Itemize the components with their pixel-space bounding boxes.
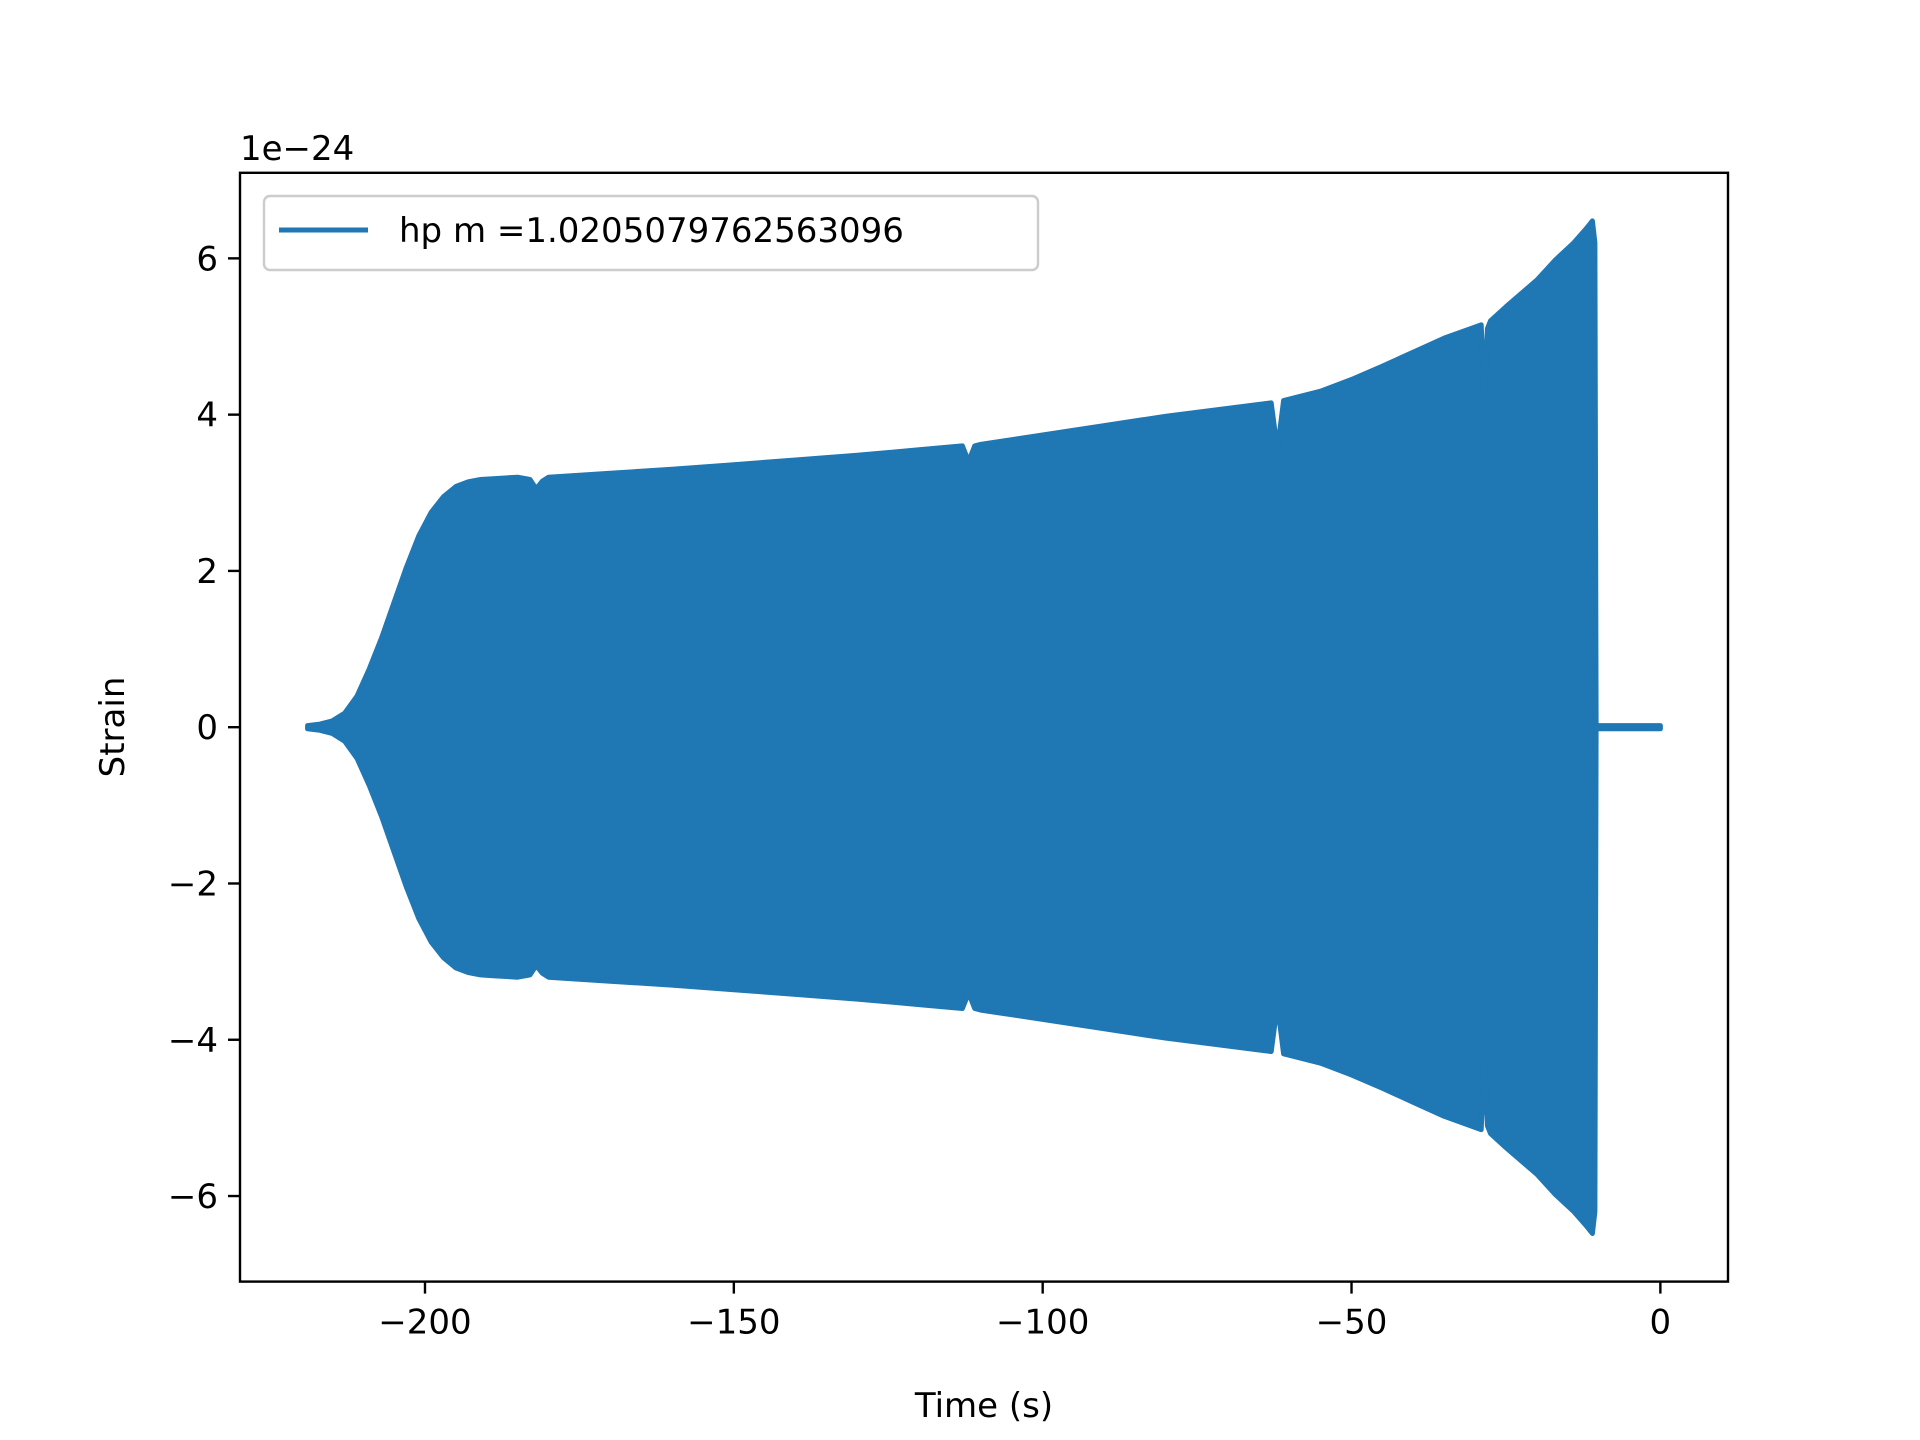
y-tick-label: 2 xyxy=(196,552,218,592)
x-tick-label: 0 xyxy=(1650,1303,1672,1343)
x-axis: −200 −150 −100 −50 0 xyxy=(378,1281,1672,1343)
y-tick-label: −6 xyxy=(168,1177,218,1217)
y-axis: −6 −4 −2 0 2 4 6 xyxy=(168,239,240,1217)
plot-area xyxy=(305,218,1663,1236)
legend-box xyxy=(262,194,1040,272)
x-tick-label: −100 xyxy=(996,1303,1089,1343)
x-axis-label: Time (s) xyxy=(914,1386,1053,1426)
x-tick-label: −150 xyxy=(687,1303,780,1343)
y-tick-label: 6 xyxy=(196,239,218,279)
y-axis-label: Strain xyxy=(93,677,133,778)
legend-label: hp m =1.0205079762563096 xyxy=(399,211,904,251)
x-tick-label: −50 xyxy=(1316,1303,1388,1343)
y-tick-label: −2 xyxy=(168,864,218,904)
y-tick-label: −4 xyxy=(168,1021,218,1061)
series-hp-waveform xyxy=(305,218,1663,1236)
y-offset-label: 1e−24 xyxy=(240,129,354,169)
y-tick-label: 0 xyxy=(196,708,218,748)
y-tick-label: 4 xyxy=(196,396,218,436)
legend: hp m =1.0205079762563096 xyxy=(262,194,1040,272)
x-tick-label: −200 xyxy=(378,1303,471,1343)
